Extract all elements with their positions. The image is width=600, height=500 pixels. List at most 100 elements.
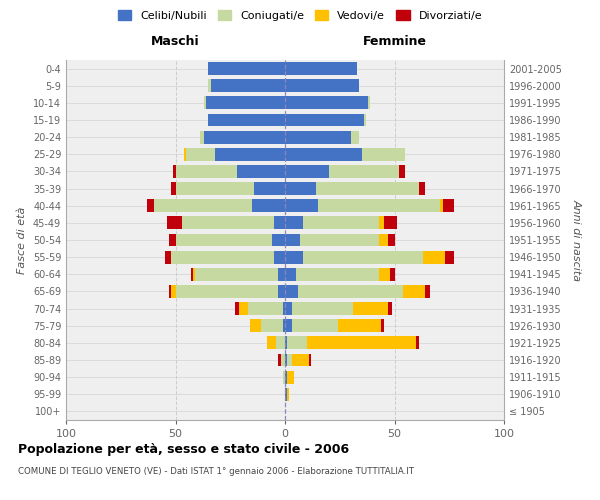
- Bar: [276, 336, 285, 349]
- Bar: [191, 268, 193, 280]
- Bar: [211, 80, 285, 92]
- Bar: [278, 268, 285, 280]
- Bar: [268, 336, 276, 349]
- Bar: [353, 302, 388, 315]
- Bar: [278, 354, 281, 366]
- Bar: [292, 354, 309, 366]
- Bar: [368, 96, 370, 110]
- Bar: [307, 336, 416, 349]
- Bar: [379, 268, 390, 280]
- Bar: [287, 370, 294, 384]
- Bar: [285, 200, 318, 212]
- Bar: [169, 285, 171, 298]
- Bar: [287, 388, 289, 400]
- Bar: [235, 302, 239, 315]
- Bar: [419, 182, 425, 195]
- Bar: [285, 370, 287, 384]
- Bar: [285, 302, 292, 315]
- Text: Popolazione per età, sesso e stato civile - 2006: Popolazione per età, sesso e stato civil…: [18, 442, 349, 456]
- Bar: [261, 320, 283, 332]
- Bar: [399, 165, 406, 178]
- Bar: [382, 320, 383, 332]
- Bar: [283, 302, 285, 315]
- Bar: [292, 320, 338, 332]
- Text: Maschi: Maschi: [151, 35, 200, 48]
- Bar: [215, 148, 285, 160]
- Bar: [272, 234, 285, 246]
- Bar: [283, 370, 285, 384]
- Bar: [403, 285, 425, 298]
- Bar: [388, 302, 392, 315]
- Bar: [176, 182, 254, 195]
- Bar: [171, 250, 274, 264]
- Bar: [208, 114, 285, 126]
- Bar: [171, 285, 176, 298]
- Bar: [425, 285, 430, 298]
- Bar: [292, 302, 353, 315]
- Bar: [167, 216, 182, 230]
- Y-axis label: Fasce di età: Fasce di età: [17, 206, 27, 274]
- Bar: [379, 234, 388, 246]
- Bar: [296, 268, 379, 280]
- Bar: [443, 200, 454, 212]
- Bar: [169, 234, 176, 246]
- Bar: [250, 320, 261, 332]
- Bar: [440, 200, 443, 212]
- Bar: [379, 216, 383, 230]
- Bar: [285, 80, 359, 92]
- Bar: [285, 148, 362, 160]
- Bar: [287, 354, 292, 366]
- Bar: [309, 354, 311, 366]
- Bar: [176, 285, 278, 298]
- Bar: [285, 320, 292, 332]
- Bar: [204, 130, 285, 143]
- Bar: [285, 285, 298, 298]
- Bar: [285, 182, 316, 195]
- Bar: [318, 200, 440, 212]
- Bar: [285, 96, 368, 110]
- Bar: [285, 234, 301, 246]
- Bar: [423, 250, 445, 264]
- Bar: [278, 285, 285, 298]
- Bar: [182, 216, 274, 230]
- Bar: [301, 234, 379, 246]
- Bar: [147, 200, 154, 212]
- Bar: [298, 285, 403, 298]
- Bar: [388, 234, 395, 246]
- Bar: [281, 354, 285, 366]
- Bar: [329, 165, 399, 178]
- Bar: [445, 250, 454, 264]
- Bar: [285, 268, 296, 280]
- Bar: [193, 268, 195, 280]
- Bar: [184, 148, 187, 160]
- Bar: [302, 216, 379, 230]
- Legend: Celibi/Nubili, Coniugati/e, Vedovi/e, Divorziati/e: Celibi/Nubili, Coniugati/e, Vedovi/e, Di…: [113, 6, 487, 25]
- Text: Femmine: Femmine: [362, 35, 427, 48]
- Bar: [316, 182, 419, 195]
- Bar: [164, 250, 171, 264]
- Bar: [208, 62, 285, 75]
- Bar: [208, 80, 211, 92]
- Bar: [285, 130, 351, 143]
- Bar: [390, 268, 395, 280]
- Bar: [285, 216, 302, 230]
- Bar: [302, 250, 423, 264]
- Bar: [200, 130, 204, 143]
- Bar: [206, 96, 285, 110]
- Bar: [248, 302, 283, 315]
- Bar: [416, 336, 419, 349]
- Bar: [287, 336, 307, 349]
- Bar: [252, 200, 285, 212]
- Bar: [254, 182, 285, 195]
- Bar: [187, 148, 215, 160]
- Bar: [285, 250, 302, 264]
- Text: COMUNE DI TEGLIO VENETO (VE) - Dati ISTAT 1° gennaio 2006 - Elaborazione TUTTITA: COMUNE DI TEGLIO VENETO (VE) - Dati ISTA…: [18, 468, 414, 476]
- Bar: [383, 216, 397, 230]
- Bar: [176, 165, 237, 178]
- Bar: [285, 388, 287, 400]
- Bar: [283, 320, 285, 332]
- Bar: [195, 268, 278, 280]
- Bar: [285, 165, 329, 178]
- Bar: [285, 114, 364, 126]
- Bar: [285, 62, 357, 75]
